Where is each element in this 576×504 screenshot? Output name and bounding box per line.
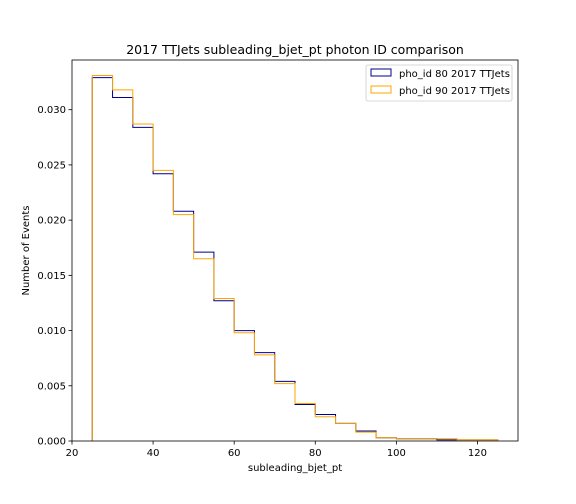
legend-label-pho-id-90: pho_id 90 2017 TTJets — [399, 86, 510, 97]
y-axis-label: Number of Events — [21, 205, 32, 295]
x-tick-label: 120 — [468, 448, 487, 459]
x-tick-label: 20 — [66, 448, 79, 459]
y-tick-label: 0.000 — [37, 437, 66, 448]
legend-frame — [365, 64, 513, 102]
legend: pho_id 80 2017 TTJets pho_id 90 2017 TTJ… — [365, 64, 513, 102]
x-tick-label: 60 — [228, 448, 241, 459]
x-tick-label: 100 — [387, 448, 406, 459]
plot-area — [71, 59, 519, 442]
y-tick-label: 0.010 — [37, 326, 66, 337]
y-tick-label: 0.030 — [37, 105, 66, 116]
legend-label-pho-id-80: pho_id 80 2017 TTJets — [399, 69, 510, 80]
chart-title: 2017 TTJets subleading_bjet_pt photon ID… — [126, 42, 464, 57]
x-tick-label: 40 — [147, 448, 160, 459]
legend-swatch-pho-id-80 — [370, 68, 392, 77]
histogram-series-1 — [91, 74, 499, 441]
y-tick-label: 0.020 — [37, 216, 66, 227]
legend-swatch-pho-id-90 — [370, 85, 392, 94]
y-tick-label: 0.025 — [37, 160, 66, 171]
x-tick-label: 80 — [309, 448, 322, 459]
x-axis-label: subleading_bjet_pt — [248, 463, 342, 474]
y-tick-label: 0.005 — [37, 381, 66, 392]
y-tick-label: 0.015 — [37, 271, 66, 282]
